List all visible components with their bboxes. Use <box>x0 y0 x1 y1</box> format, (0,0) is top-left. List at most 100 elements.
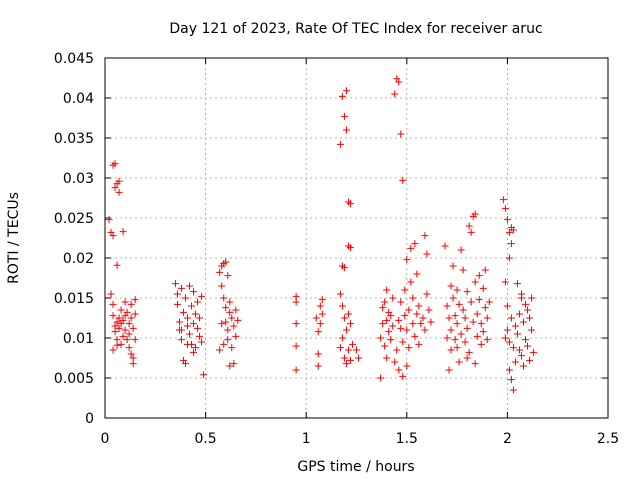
data-point <box>397 324 405 332</box>
x-tick-label: 2.5 <box>597 431 619 447</box>
data-point <box>179 308 187 316</box>
data-point <box>451 336 459 344</box>
data-point <box>483 336 491 344</box>
data-point <box>292 342 300 350</box>
data-point <box>177 326 185 334</box>
data-point <box>115 188 123 196</box>
data-point <box>528 294 536 302</box>
data-point <box>513 280 521 288</box>
data-point <box>117 340 125 348</box>
data-point <box>316 302 324 310</box>
data-point <box>173 290 181 298</box>
data-point <box>190 288 198 296</box>
data-point <box>461 314 469 322</box>
data-point <box>131 336 139 344</box>
x-tick-label: 1.5 <box>396 431 418 447</box>
data-point <box>344 346 352 354</box>
data-point <box>507 314 515 322</box>
data-point <box>449 262 457 270</box>
data-point <box>177 284 185 292</box>
data-point <box>190 320 198 328</box>
data-point <box>346 200 354 208</box>
data-point <box>519 318 527 326</box>
data-point <box>196 332 204 340</box>
data-point <box>342 326 350 334</box>
data-point <box>425 306 433 314</box>
data-point <box>192 310 200 318</box>
data-point <box>194 298 202 306</box>
data-point <box>222 258 230 266</box>
data-point <box>463 324 471 332</box>
data-point <box>513 330 521 338</box>
data-point <box>338 302 346 310</box>
data-point <box>379 304 387 312</box>
data-point <box>423 250 431 258</box>
data-point <box>413 270 421 278</box>
data-point <box>407 244 415 252</box>
data-point <box>477 320 485 328</box>
data-point <box>121 312 129 320</box>
data-point <box>515 346 523 354</box>
x-tick-label: 2 <box>503 431 512 447</box>
data-point <box>383 286 391 294</box>
data-point <box>220 294 228 302</box>
data-point <box>401 286 409 294</box>
data-point <box>224 326 232 334</box>
data-point <box>471 360 479 368</box>
data-point <box>344 310 352 318</box>
data-point <box>409 294 417 302</box>
data-point <box>467 228 475 236</box>
data-point <box>123 336 131 344</box>
data-point <box>183 340 191 348</box>
data-point <box>222 318 230 326</box>
data-point <box>459 306 467 314</box>
data-point <box>107 290 115 298</box>
data-point <box>338 334 346 342</box>
data-point <box>511 358 519 366</box>
data-point <box>505 366 513 374</box>
data-point <box>403 362 411 370</box>
data-point <box>115 177 123 185</box>
y-tick-label: 0 <box>85 411 94 427</box>
y-tick-label: 0.015 <box>54 291 94 307</box>
data-point <box>407 278 415 286</box>
data-point <box>131 310 139 318</box>
data-point <box>443 334 451 342</box>
data-point <box>181 294 189 302</box>
data-point <box>522 336 530 344</box>
data-point <box>453 320 461 328</box>
data-point <box>186 282 194 290</box>
data-point <box>340 314 348 322</box>
data-point <box>377 374 385 382</box>
data-point <box>475 272 483 280</box>
data-point <box>419 314 427 322</box>
data-point <box>188 302 196 310</box>
data-point <box>453 344 461 352</box>
data-point <box>173 300 181 308</box>
data-point <box>405 306 413 314</box>
data-point <box>234 316 242 324</box>
data-point <box>119 332 127 340</box>
data-point <box>477 340 485 348</box>
data-point <box>292 298 300 306</box>
data-point <box>389 322 397 330</box>
data-point <box>314 362 322 370</box>
data-point <box>318 296 326 304</box>
data-point <box>399 372 407 380</box>
data-point <box>397 130 405 138</box>
data-point <box>463 288 471 296</box>
data-point <box>113 261 121 269</box>
data-point <box>505 338 513 346</box>
y-tick-labels: 0 0.005 0.01 0.015 0.02 0.025 0.03 0.035 0.04 0.0… <box>54 51 94 427</box>
data-point <box>501 278 509 286</box>
data-point <box>342 360 350 368</box>
data-point <box>228 314 236 322</box>
data-point <box>415 302 423 310</box>
data-point <box>530 348 538 356</box>
data-point <box>377 334 385 342</box>
data-point <box>499 196 507 204</box>
data-point <box>175 318 183 326</box>
data-point <box>336 290 344 298</box>
data-point <box>471 278 479 286</box>
y-tick-label: 0.005 <box>54 371 94 387</box>
